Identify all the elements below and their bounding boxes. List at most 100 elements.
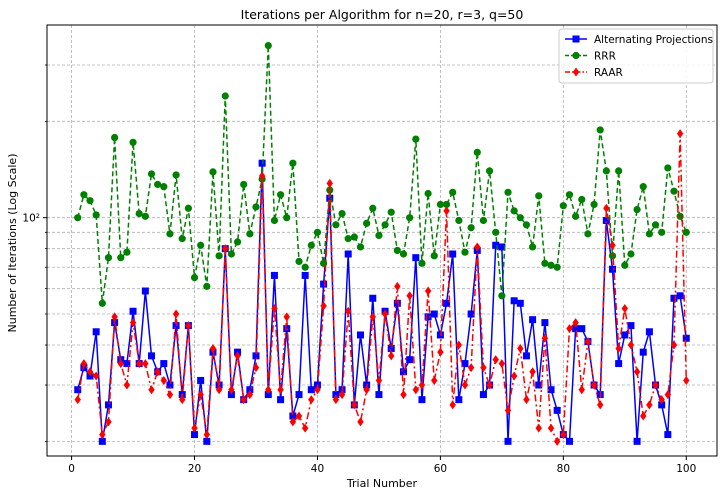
data-point xyxy=(436,200,444,209)
x-tick-label: 100 xyxy=(676,463,696,475)
data-point xyxy=(141,212,149,220)
series-line xyxy=(76,132,688,443)
data-point xyxy=(443,299,451,307)
data-point xyxy=(166,230,174,238)
data-point xyxy=(676,292,684,300)
data-point xyxy=(86,197,94,205)
data-point xyxy=(529,316,537,324)
data-point xyxy=(474,242,481,252)
data-point xyxy=(344,250,352,258)
data-point xyxy=(357,417,364,427)
data-point xyxy=(74,386,82,394)
data-point xyxy=(603,203,610,213)
data-point xyxy=(597,400,604,410)
data-point xyxy=(627,340,635,350)
data-point xyxy=(123,360,131,368)
data-point xyxy=(406,356,414,364)
data-point xyxy=(565,191,574,199)
data-point xyxy=(215,385,223,395)
data-point xyxy=(406,214,414,222)
data-point xyxy=(602,216,610,224)
data-point xyxy=(504,405,512,415)
data-point xyxy=(541,259,549,267)
data-point xyxy=(351,400,358,410)
data-point xyxy=(185,321,192,331)
data-point xyxy=(209,168,217,176)
data-point xyxy=(590,380,598,390)
data-point xyxy=(400,368,408,376)
data-point xyxy=(560,430,567,440)
data-point xyxy=(154,367,161,377)
data-point xyxy=(559,202,567,210)
data-point xyxy=(111,133,119,142)
data-point xyxy=(92,328,100,336)
data-point xyxy=(80,191,88,199)
legend-marker xyxy=(572,67,580,77)
data-point xyxy=(418,396,426,404)
data-point xyxy=(578,195,586,204)
data-point xyxy=(547,386,555,394)
series-3 xyxy=(74,129,690,446)
data-point xyxy=(676,129,684,139)
series-layer xyxy=(74,41,690,446)
data-point xyxy=(412,135,420,143)
data-point xyxy=(369,294,377,302)
axes: 0 20 40 60 80 100 10² xyxy=(22,64,696,475)
data-point xyxy=(117,254,125,262)
data-point xyxy=(154,180,162,189)
chart-title: Iterations per Algorithm for n=20, r=3, … xyxy=(241,7,524,22)
data-point xyxy=(449,250,457,258)
data-point xyxy=(437,347,444,357)
data-point xyxy=(246,390,254,400)
data-point xyxy=(467,310,475,318)
data-point xyxy=(246,230,254,238)
data-point xyxy=(615,360,623,368)
data-point xyxy=(307,386,315,394)
data-point xyxy=(578,385,585,395)
data-point xyxy=(320,301,327,311)
data-point xyxy=(104,401,112,409)
data-point xyxy=(301,271,309,279)
data-point xyxy=(320,280,328,288)
data-point xyxy=(283,312,290,322)
data-point xyxy=(621,261,629,269)
data-point xyxy=(645,328,653,336)
data-point xyxy=(178,235,186,243)
data-point xyxy=(166,381,174,389)
x-axis-label: Trial Number xyxy=(346,477,418,490)
data-point xyxy=(271,304,278,314)
data-point xyxy=(670,187,678,195)
data-point xyxy=(633,205,641,214)
data-point xyxy=(209,344,217,354)
plot-frame xyxy=(46,24,718,457)
data-point xyxy=(240,180,248,189)
data-point xyxy=(572,318,579,328)
data-point xyxy=(98,437,106,445)
data-point xyxy=(338,390,346,400)
data-point xyxy=(387,345,395,353)
data-point xyxy=(492,355,499,365)
data-point xyxy=(86,367,94,377)
data-point xyxy=(553,406,561,414)
data-point xyxy=(295,411,303,421)
data-point xyxy=(517,344,524,354)
data-point xyxy=(480,363,487,373)
data-point xyxy=(418,380,426,390)
data-point xyxy=(277,385,284,395)
data-point xyxy=(664,390,672,400)
data-point xyxy=(394,281,401,291)
data-point xyxy=(375,375,383,385)
data-point xyxy=(227,391,235,399)
data-point xyxy=(123,248,131,256)
data-point xyxy=(492,228,500,236)
data-point xyxy=(74,395,81,405)
data-point xyxy=(522,352,530,360)
data-point xyxy=(277,396,285,404)
data-point xyxy=(504,437,512,445)
data-point xyxy=(289,417,297,427)
data-point xyxy=(215,252,223,260)
data-point xyxy=(74,214,82,222)
data-point xyxy=(350,233,358,241)
